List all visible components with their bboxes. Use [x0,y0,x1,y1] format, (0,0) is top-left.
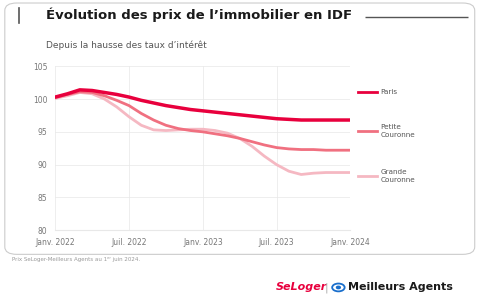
Text: SeLoger: SeLoger [276,282,327,293]
Text: |: | [324,282,328,293]
Text: Meilleurs Agents: Meilleurs Agents [348,282,452,293]
Text: Depuis la hausse des taux d’intérêt: Depuis la hausse des taux d’intérêt [46,41,206,50]
Text: Grande
Couronne: Grande Couronne [381,169,415,183]
Text: Prix SeLoger-Meilleurs Agents au 1ᵉʳ juin 2024.: Prix SeLoger-Meilleurs Agents au 1ᵉʳ jui… [12,257,140,262]
Text: Petite
Couronne: Petite Couronne [381,124,415,138]
Text: Évolution des prix de l’immobilier en IDF: Évolution des prix de l’immobilier en ID… [46,8,352,22]
Text: Paris: Paris [381,89,398,95]
